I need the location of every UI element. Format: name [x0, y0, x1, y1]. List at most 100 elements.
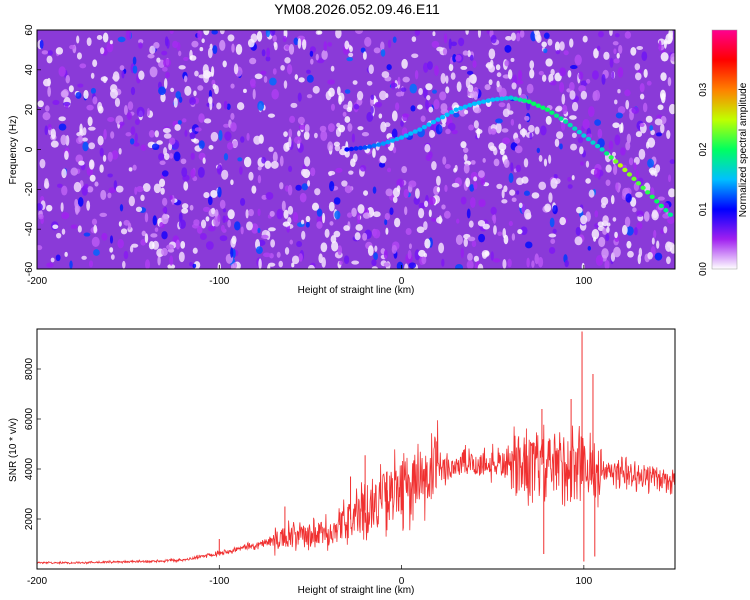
heatmap-cell: [368, 64, 374, 75]
heatmap-cell: [445, 86, 450, 94]
ridge-point: [667, 212, 674, 217]
heatmap-cell: [189, 204, 194, 211]
heatmap-cell: [515, 80, 524, 85]
heatmap-cell: [289, 115, 296, 124]
heatmap-cell: [222, 215, 226, 224]
heatmap-cell: [47, 77, 51, 87]
heatmap-cell: [519, 128, 528, 136]
heatmap-cell: [559, 41, 565, 51]
heatmap-cell: [635, 191, 643, 198]
heatmap-cell: [549, 217, 555, 228]
heatmap-cell: [316, 208, 323, 217]
heatmap-cell: [656, 114, 663, 119]
heatmap-cell: [268, 227, 276, 232]
ridge-point: [398, 135, 405, 140]
x-tick-label: 0: [399, 576, 405, 587]
heatmap-cell: [158, 153, 165, 161]
heatmap-cell: [96, 35, 103, 41]
heatmap-cell: [178, 251, 185, 263]
heatmap-cell: [508, 221, 513, 227]
heatmap-cell: [651, 237, 655, 245]
heatmap-cell: [258, 258, 262, 269]
heatmap-cell: [616, 52, 620, 59]
spectrogram-x-label: Height of straight line (km): [298, 285, 415, 296]
heatmap-cell: [670, 53, 675, 62]
heatmap-cell: [209, 43, 213, 50]
heatmap-cell: [248, 171, 254, 181]
heatmap-cell: [639, 83, 645, 93]
heatmap-cell: [201, 38, 205, 44]
heatmap-cell: [92, 59, 98, 68]
heatmap-cell: [233, 63, 239, 75]
y-tick-label: 4000: [24, 457, 35, 480]
heatmap-cell: [511, 82, 517, 90]
heatmap-cell: [385, 188, 393, 197]
heatmap-cell: [115, 185, 124, 193]
heatmap-cell: [432, 89, 437, 94]
heatmap-cell: [582, 35, 588, 43]
heatmap-cell: [313, 132, 318, 139]
heatmap-cell: [301, 183, 308, 191]
heatmap-cell: [370, 94, 375, 100]
heatmap-cell: [473, 91, 479, 100]
heatmap-cell: [609, 30, 613, 36]
heatmap-cell: [467, 236, 476, 242]
heatmap-cell: [240, 226, 244, 235]
heatmap-cell: [418, 207, 425, 219]
heatmap-cell: [269, 77, 277, 86]
heatmap-cell: [261, 49, 266, 57]
heatmap-cell: [247, 38, 255, 48]
heatmap-cell: [249, 57, 257, 65]
heatmap-cell: [423, 87, 428, 99]
heatmap-cell: [86, 104, 94, 111]
heatmap-cell: [50, 140, 59, 148]
heatmap-cell: [517, 70, 523, 81]
heatmap-cell: [490, 128, 497, 135]
heatmap-cell: [517, 229, 523, 235]
heatmap-cell: [537, 256, 544, 268]
ridge-point: [485, 98, 491, 103]
heatmap-cell: [379, 155, 387, 164]
heatmap-cell: [175, 239, 181, 250]
heatmap-cell: [315, 53, 319, 61]
heatmap-cell: [359, 164, 367, 172]
heatmap-cell: [294, 74, 299, 80]
heatmap-cell: [234, 221, 241, 231]
heatmap-cell: [463, 163, 470, 174]
heatmap-cell: [243, 88, 247, 94]
heatmap-cell: [516, 190, 520, 195]
heatmap-cell: [585, 178, 591, 184]
heatmap-cell: [202, 70, 211, 79]
heatmap-cell: [502, 259, 507, 269]
heatmap-cell: [346, 212, 353, 218]
heatmap-cell: [355, 30, 363, 35]
heatmap-cell: [211, 207, 216, 215]
heatmap-cell: [531, 192, 540, 199]
heatmap-cell: [207, 196, 213, 206]
heatmap-cell: [383, 249, 388, 260]
heatmap-cell: [183, 181, 189, 191]
heatmap-cell: [205, 241, 214, 250]
heatmap-cell: [642, 102, 648, 113]
heatmap-cell: [78, 197, 84, 207]
heatmap-cell: [82, 127, 87, 136]
heatmap-cell: [390, 82, 398, 88]
heatmap-cell: [163, 133, 172, 139]
heatmap-cell: [90, 72, 95, 79]
heatmap-cell: [489, 145, 497, 152]
heatmap-cell: [284, 57, 291, 64]
heatmap-cell: [181, 167, 188, 178]
heatmap-cell: [428, 106, 434, 113]
heatmap-cell: [123, 104, 128, 116]
ridge-point: [604, 151, 610, 156]
ridge-point: [476, 100, 482, 105]
heatmap-cell: [425, 154, 432, 161]
heatmap-cell: [460, 196, 467, 205]
heatmap-cell: [297, 116, 305, 125]
heatmap-cell: [217, 186, 222, 198]
heatmap-cell: [526, 257, 530, 268]
heatmap-cell: [346, 106, 353, 113]
heatmap-cell: [305, 215, 311, 223]
heatmap-cell: [203, 30, 210, 36]
